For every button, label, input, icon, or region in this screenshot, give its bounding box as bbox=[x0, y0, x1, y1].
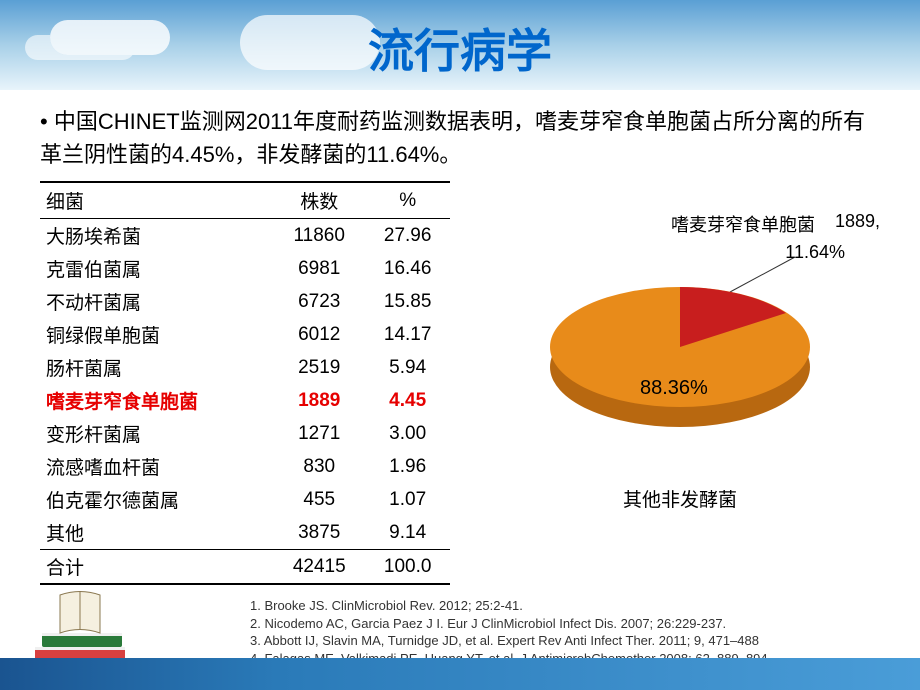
pie-pct-main: 88.36% bbox=[640, 377, 708, 400]
pie-chart-area: 嗜麦芽窄食单胞菌 1889, 11.64% 88.36% 其他非发酵菌 bbox=[480, 181, 880, 585]
bullet-text: • 中国CHINET监测网2011年度耐药监测数据表明，嗜麦芽窄食单胞菌占所分离… bbox=[40, 105, 880, 171]
footer-strip bbox=[0, 658, 920, 690]
references: 1. Brooke JS. ClinMicrobiol Rev. 2012; 2… bbox=[40, 597, 880, 667]
data-table: 细菌株数%大肠埃希菌1186027.96克雷伯菌属698116.46不动杆菌属6… bbox=[40, 181, 450, 585]
slide-title: 流行病学 bbox=[0, 15, 920, 81]
pie-pct-small: 11.64% bbox=[785, 242, 845, 263]
content-area: • 中国CHINET监测网2011年度耐药监测数据表明，嗜麦芽窄食单胞菌占所分离… bbox=[0, 90, 920, 667]
pie-label-bottom: 其他非发酵菌 bbox=[480, 485, 880, 512]
pie-chart bbox=[535, 247, 825, 447]
pie-label-small: 嗜麦芽窄食单胞菌 bbox=[671, 211, 815, 237]
pie-label-count: 1889, bbox=[835, 211, 880, 237]
